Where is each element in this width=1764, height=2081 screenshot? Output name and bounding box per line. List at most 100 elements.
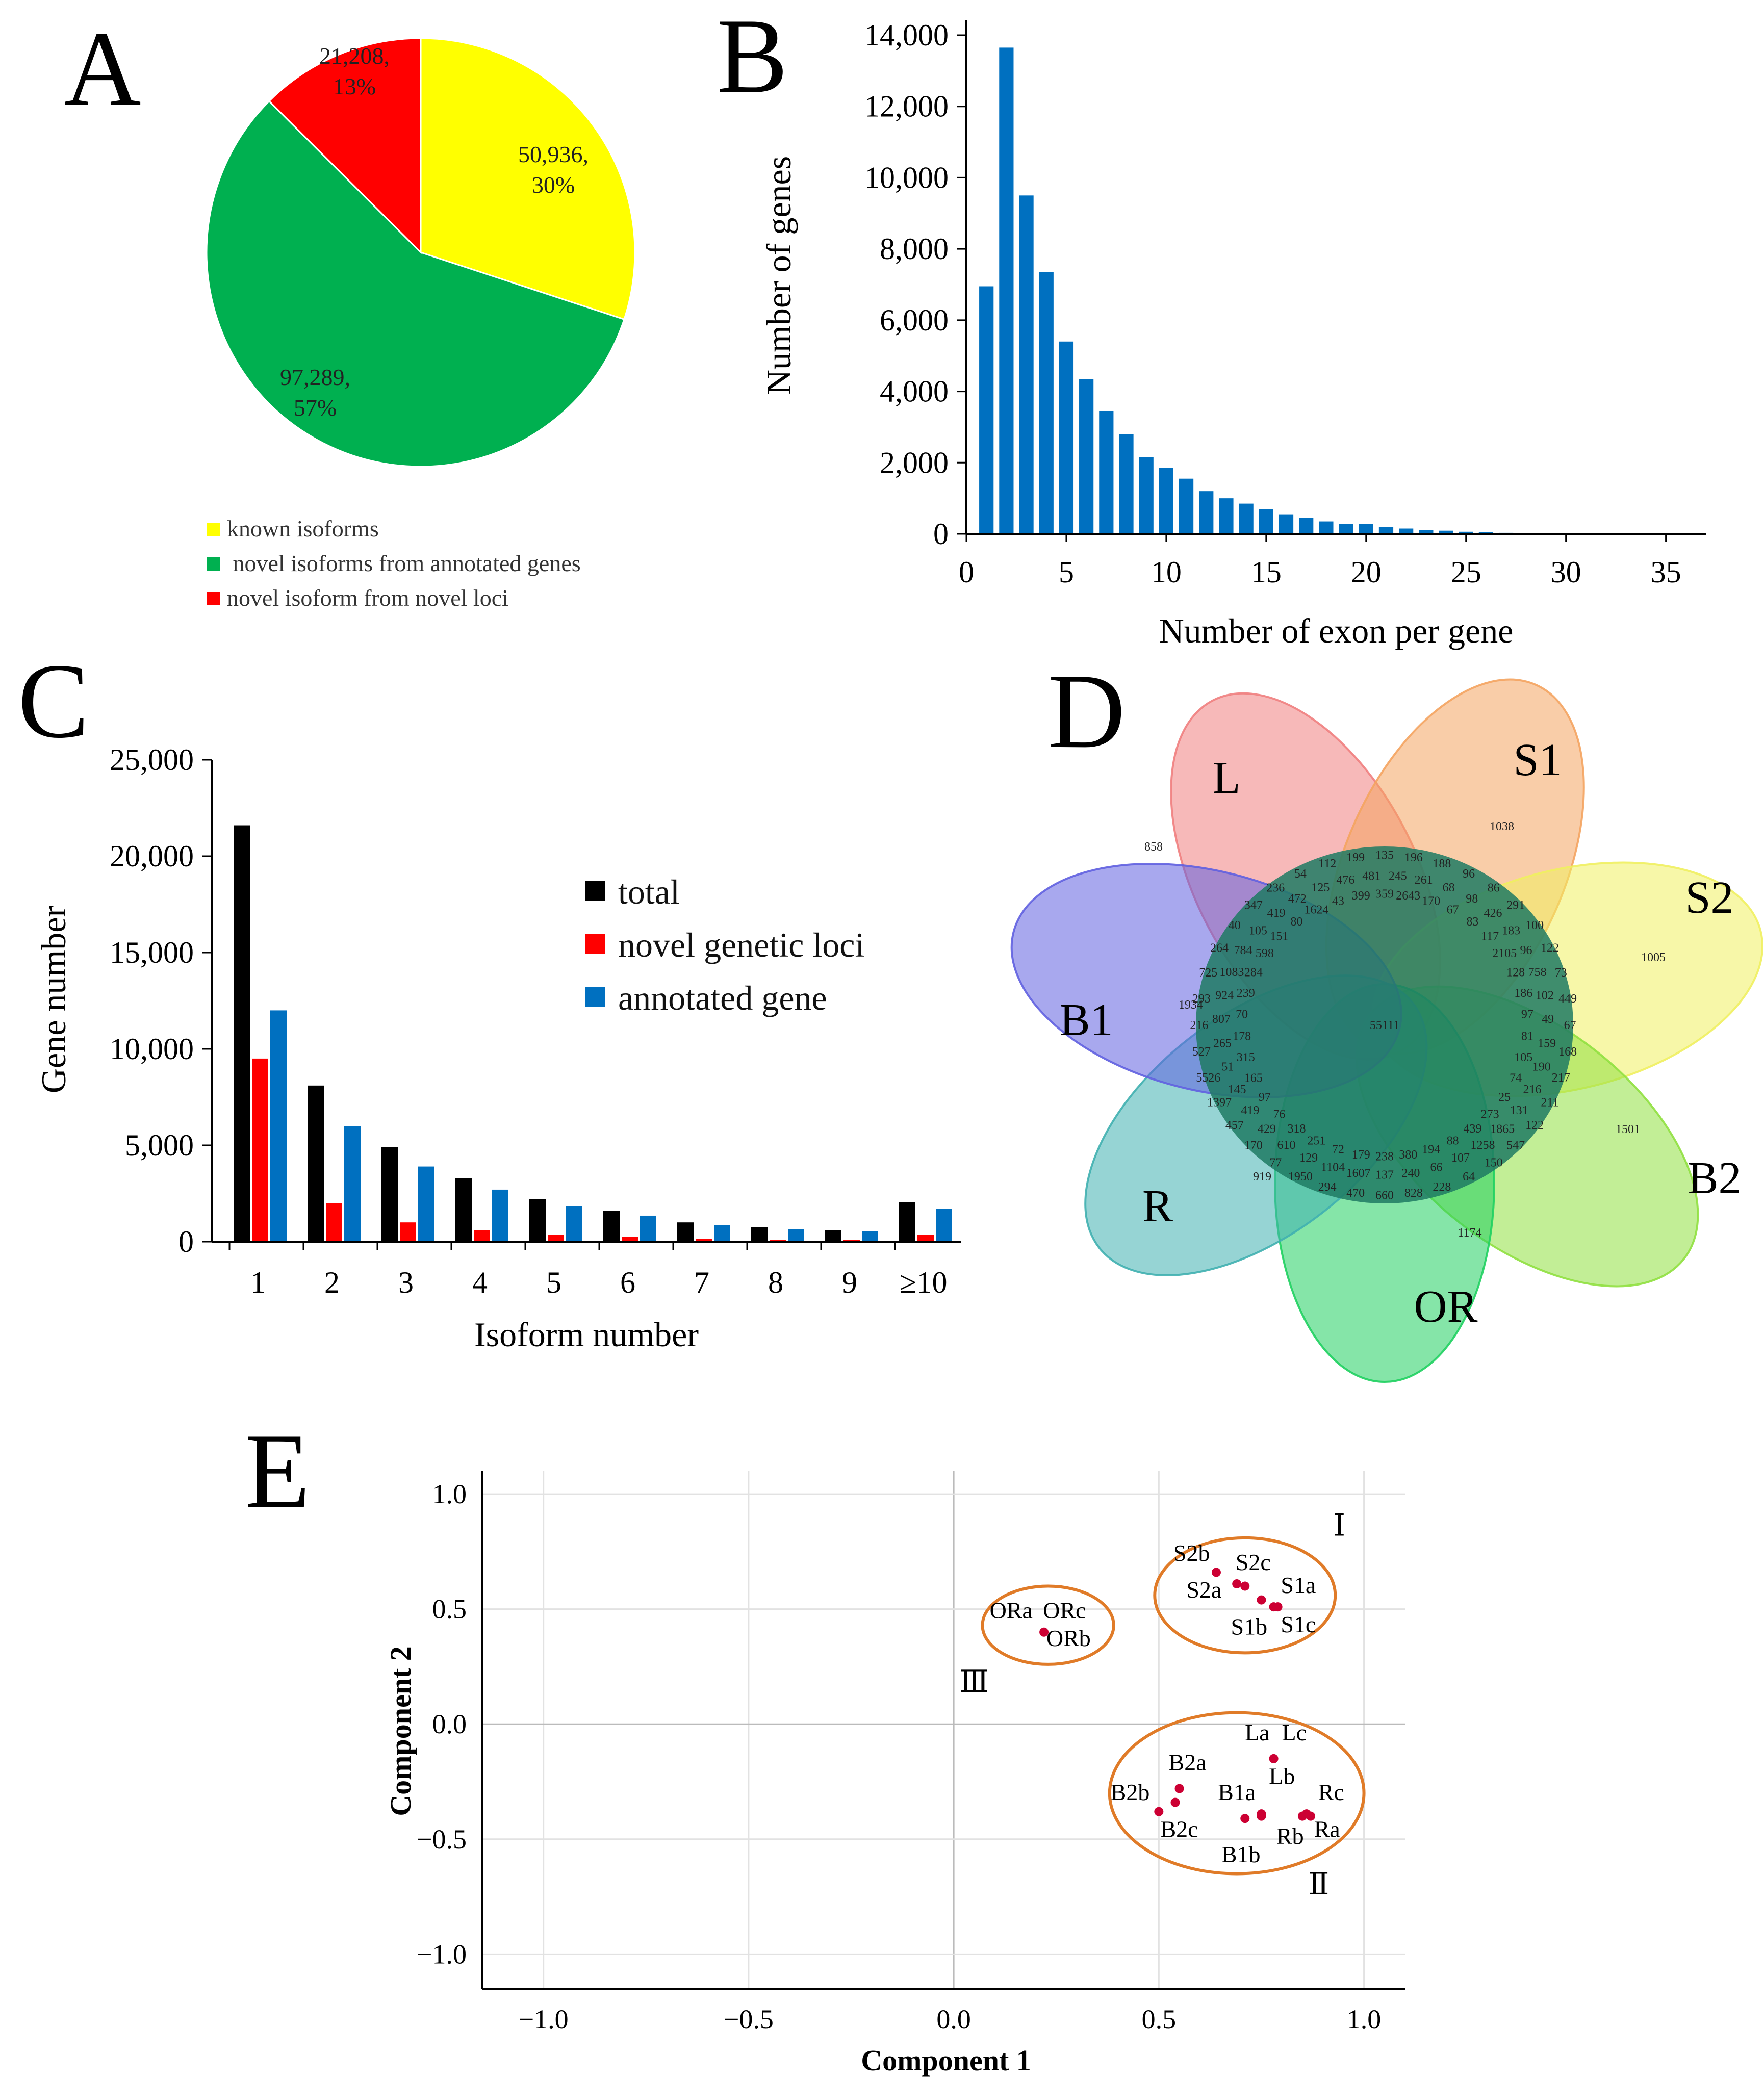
b-bar: [1119, 434, 1134, 534]
panel-letter-e: E: [245, 1412, 310, 1530]
e-point: [1170, 1797, 1180, 1807]
panel-letter-b: B: [717, 0, 788, 115]
e-point-label: La: [1245, 1719, 1270, 1745]
venn-region-value: 481: [1362, 869, 1380, 883]
c-legend-label-annotated: annotated gene: [618, 979, 827, 1017]
e-point-label: B1a: [1218, 1779, 1256, 1805]
c-x-tick-label: 4: [472, 1266, 488, 1299]
e-cluster-ellipse: [1153, 1536, 1337, 1655]
e-point: [1269, 1754, 1279, 1763]
venn-region-value: 67: [1564, 1019, 1576, 1032]
e-x-tick-label: 1.0: [1347, 2004, 1382, 2035]
c-bar-0: [308, 1085, 324, 1242]
e-point: [1039, 1627, 1049, 1637]
e-point: [1174, 1784, 1184, 1793]
venn-core-value: 55111: [1370, 1019, 1399, 1032]
c-bar-0: [751, 1227, 768, 1242]
b-bar: [1359, 524, 1373, 534]
venn-region-value: 429: [1258, 1122, 1276, 1136]
e-point: [1211, 1568, 1221, 1577]
venn-region-value: 135: [1375, 849, 1394, 862]
b-bar: [979, 286, 994, 534]
venn-region-value: 97: [1521, 1008, 1533, 1021]
c-x-tick-label: 3: [398, 1266, 414, 1299]
e-point-label: S1b: [1231, 1613, 1268, 1639]
c-bar-1: [696, 1239, 712, 1242]
venn-region-value: 73: [1555, 966, 1567, 980]
c-legend-label-total: total: [618, 872, 680, 911]
venn-region-value: 54: [1294, 867, 1307, 881]
venn-region-value: 64: [1463, 1170, 1475, 1184]
venn-region-value: 49: [1542, 1013, 1554, 1026]
venn-region-value: 88: [1447, 1134, 1459, 1147]
venn-region-value: 291: [1506, 898, 1525, 912]
legend-label-annotated: novel isoforms from annotated genes: [227, 550, 581, 576]
b-x-tick-label: 15: [1251, 555, 1282, 589]
venn-region-value: 131: [1510, 1104, 1528, 1117]
venn-region-value: 5526: [1196, 1071, 1220, 1085]
venn-region-value: 294: [1318, 1180, 1337, 1194]
venn-region-value: 1624: [1304, 904, 1328, 917]
c-bar-1: [548, 1235, 564, 1242]
venn-region-value: 179: [1352, 1148, 1370, 1162]
e-point-label: Rb: [1276, 1823, 1304, 1849]
pie-label-annotated-value: 97,289,: [280, 364, 350, 390]
venn-region-value: 86: [1488, 881, 1500, 894]
venn-region-value: 122: [1525, 1119, 1544, 1132]
venn-region-value: 170: [1422, 895, 1440, 908]
venn-region-value: 216: [1190, 1019, 1208, 1032]
venn-region-value: 347: [1244, 898, 1263, 912]
c-y-tick-label: 10,000: [110, 1032, 194, 1066]
venn-region-value: 284: [1244, 966, 1263, 980]
venn-region-value: 43: [1332, 895, 1344, 908]
c-x-tick-label: ≥10: [900, 1266, 948, 1299]
venn-region-value: 186: [1514, 987, 1532, 1000]
venn-outer-value-b1: 1934: [1179, 998, 1203, 1012]
b-bar: [1039, 272, 1054, 534]
venn-region-value: 25: [1498, 1091, 1511, 1104]
c-y-axis-title: Gene number: [34, 906, 73, 1094]
c-bar-0: [234, 825, 250, 1242]
venn-region-value: 72: [1332, 1143, 1344, 1156]
venn-region-value: 1083: [1219, 966, 1244, 979]
b-bar: [1179, 478, 1194, 534]
b-bar: [1199, 491, 1214, 534]
e-point: [1240, 1814, 1250, 1823]
venn-region-value: 261: [1415, 873, 1433, 887]
venn-region-value: 924: [1215, 989, 1234, 1002]
c-legend-swatch-novel-loci: [585, 934, 605, 954]
venn-outer-value-b2: 1501: [1616, 1123, 1640, 1136]
venn-region-value: 80: [1291, 915, 1303, 929]
b-bar: [1279, 514, 1294, 534]
c-x-tick-label: 8: [768, 1266, 783, 1299]
e-point: [1154, 1807, 1164, 1816]
c-bar-2: [418, 1166, 434, 1242]
venn-region-value: 784: [1234, 944, 1252, 957]
c-legend-swatch-annotated: [585, 987, 605, 1007]
venn-region-value: 470: [1346, 1187, 1365, 1200]
e-point: [1232, 1579, 1242, 1589]
e-cluster-label: Ⅲ: [959, 1665, 989, 1699]
e-point: [1257, 1595, 1266, 1605]
b-bar: [999, 47, 1014, 534]
e-point-label: Ra: [1314, 1816, 1340, 1842]
venn-region-value: 264: [1210, 942, 1229, 955]
b-x-tick-label: 25: [1451, 555, 1481, 589]
c-bar-0: [825, 1230, 841, 1242]
e-point-label: Lc: [1282, 1719, 1307, 1745]
venn-region-value: 122: [1541, 942, 1559, 955]
pie-label-novel-pct: 13%: [333, 73, 376, 99]
b-y-tick-label: 14,000: [864, 18, 949, 52]
panel-letter-d: D: [1048, 652, 1126, 770]
c-x-tick-label: 5: [546, 1266, 561, 1299]
b-bar: [1259, 509, 1273, 534]
venn-region-value: 117: [1481, 930, 1499, 943]
b-bar: [1219, 498, 1234, 534]
c-bar-2: [492, 1189, 508, 1242]
pie-label-novel-value: 21,208,: [319, 43, 390, 69]
e-point-label: B1b: [1221, 1841, 1261, 1867]
e-x-tick-label: 0.0: [936, 2004, 971, 2035]
pie-slice-2: [268, 37, 422, 254]
c-bar-0: [899, 1202, 915, 1242]
